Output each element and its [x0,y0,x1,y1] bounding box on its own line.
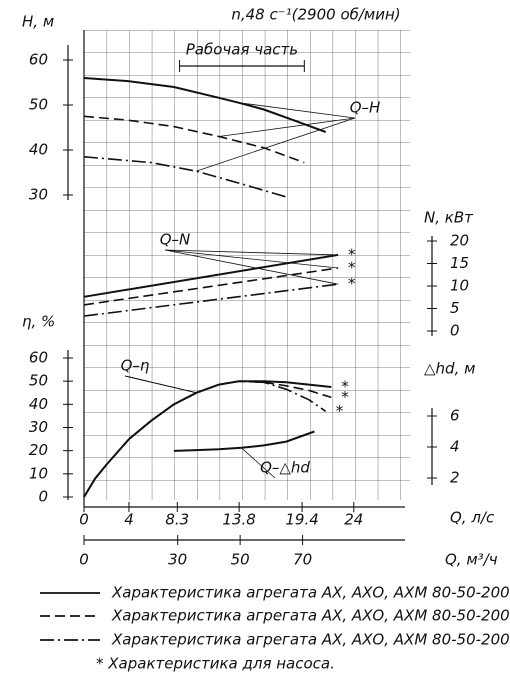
curve [83,156,288,199]
y-tick-label: 5 [450,299,460,317]
y-tick-label: 20 [29,441,48,459]
leader [164,249,339,269]
leader [196,117,356,172]
leader [239,102,356,119]
legend-label: Характеристика агрегата АХ, АХО, АХМ 80-… [111,584,510,602]
x2-tick-label: 50 [231,551,250,569]
x2-tick-label: 30 [168,551,187,569]
curve [83,267,339,306]
curve-label: Q–η [121,357,150,375]
y-axis-label: H, м [22,13,54,31]
x-axis-label: Q, л/с [450,509,495,527]
leader [164,249,339,256]
end-mark: * [341,377,349,395]
y-tick-label: 40 [29,395,48,413]
y-tick-label: 2 [450,469,460,487]
y-tick-label: 6 [450,407,460,425]
y-axis-label: η, % [22,313,55,331]
y-tick-label: 15 [450,254,469,272]
curve-label: Q–H [350,99,381,117]
y-tick-label: 10 [29,464,48,482]
leader [124,375,197,394]
curve [83,283,339,317]
x2-axis-label: Q, м³/ч [445,551,498,569]
leader [218,117,356,137]
curve-label: Q–△hd [260,459,310,477]
curve [83,77,327,133]
x-tick-label: 24 [344,511,363,529]
y-axis-label: △hd, м [424,360,475,378]
y-tick-label: 0 [38,488,48,506]
curve [83,253,339,298]
curve-label: Q–N [160,231,191,249]
y-tick-label: 50 [29,96,48,114]
x-tick-label: 0 [79,511,89,529]
working-label: Рабочая часть [186,41,298,59]
end-mark: * [348,245,356,263]
y-axis-label: N, кВт [424,209,474,227]
leader [164,249,339,285]
y-tick-label: 50 [29,372,48,390]
x-tick-label: 19.4 [285,511,318,529]
y-tick-label: 60 [29,51,48,69]
y-tick-label: 0 [450,322,460,340]
legend-label: Характеристика агрегата АХ, АХО, АХМ 80-… [111,631,510,649]
grid [84,30,410,500]
y-tick-label: 30 [29,418,48,436]
y-tick-label: 20 [450,232,469,250]
end-mark: * [341,388,349,406]
end-mark: * [348,259,356,277]
x-tick-label: 8.3 [165,511,189,529]
chart-title: n,48 с⁻¹(2900 об/мин) [231,6,400,24]
legend-label: Характеристика агрегата АХ, АХО, АХМ 80-… [111,607,510,625]
end-mark: * [348,275,356,293]
end-mark: * [336,402,344,420]
x2-tick-label: 0 [79,551,89,569]
x-tick-label: 4 [124,511,134,529]
y-tick-label: 60 [29,349,48,367]
x2-tick-label: 70 [293,551,312,569]
y-tick-label: 40 [29,141,48,159]
curve [83,115,305,164]
y-tick-label: 10 [450,277,469,295]
y-tick-label: 30 [29,186,48,204]
x-tick-label: 13.8 [222,511,255,529]
leader [241,447,276,479]
y-tick-label: 4 [450,438,460,456]
footnote: * Характеристика для насоса. [96,655,335,673]
